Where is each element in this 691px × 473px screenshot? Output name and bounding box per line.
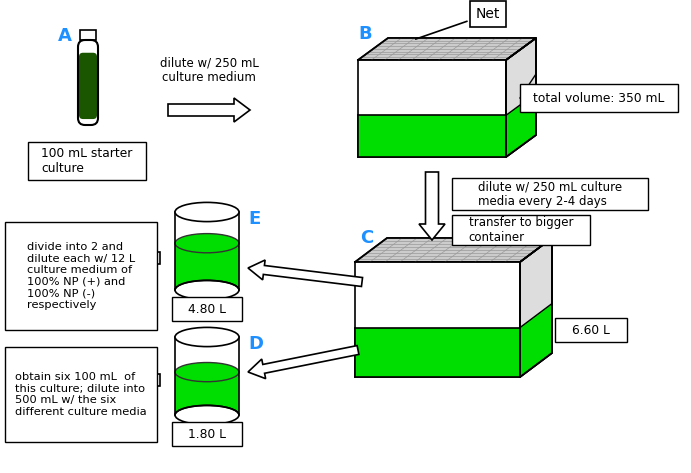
Bar	[175, 243, 239, 290]
Text: E: E	[248, 210, 261, 228]
Text: dilute w/ 250 mL culture
media every 2-4 days: dilute w/ 250 mL culture media every 2-4…	[478, 180, 622, 208]
Ellipse shape	[175, 327, 239, 347]
Polygon shape	[506, 38, 536, 157]
Bar	[358, 115, 506, 157]
Bar	[172, 422, 242, 446]
Text: 100 mL starter
culture: 100 mL starter culture	[41, 147, 133, 175]
Polygon shape	[520, 238, 552, 377]
Bar	[172, 297, 242, 321]
Text: divide into 2 and
dilute each w/ 12 L
culture medium of
100% NP (+) and
100% NP : divide into 2 and dilute each w/ 12 L cu…	[27, 242, 135, 310]
Bar	[5, 222, 157, 330]
Polygon shape	[419, 172, 445, 240]
Polygon shape	[248, 260, 363, 287]
Text: D: D	[248, 335, 263, 353]
Bar	[355, 262, 520, 377]
FancyBboxPatch shape	[79, 53, 97, 119]
Text: 4.80 L: 4.80 L	[188, 303, 226, 315]
Text: B: B	[358, 25, 372, 43]
Text: obtain six 100 mL  of
this culture; dilute into
500 mL w/ the six
different cult: obtain six 100 mL of this culture; dilut…	[15, 372, 146, 417]
Bar	[28, 142, 146, 180]
Polygon shape	[100, 246, 160, 270]
Bar	[355, 327, 520, 377]
Polygon shape	[168, 98, 250, 122]
Bar	[80, 30, 96, 40]
Bar	[452, 178, 648, 210]
Bar	[175, 372, 239, 415]
Polygon shape	[520, 304, 552, 377]
Ellipse shape	[175, 234, 239, 253]
Bar	[175, 212, 239, 290]
Bar	[5, 347, 157, 442]
Text: C: C	[360, 229, 373, 247]
Text: 6.60 L: 6.60 L	[572, 324, 610, 336]
Text: dilute w/ 250 mL
culture medium: dilute w/ 250 mL culture medium	[160, 56, 258, 84]
Ellipse shape	[175, 405, 239, 425]
Text: total volume: 350 mL: total volume: 350 mL	[533, 91, 665, 105]
Bar	[358, 60, 506, 157]
Polygon shape	[358, 38, 536, 60]
Text: Net: Net	[415, 7, 500, 39]
Ellipse shape	[175, 362, 239, 382]
Polygon shape	[506, 93, 536, 157]
Polygon shape	[248, 346, 359, 379]
Text: A: A	[58, 27, 72, 45]
Text: transfer to bigger
container: transfer to bigger container	[468, 216, 574, 244]
Ellipse shape	[175, 280, 239, 299]
Text: 1.80 L: 1.80 L	[188, 428, 226, 440]
Ellipse shape	[175, 202, 239, 221]
Bar	[520, 84, 678, 112]
Polygon shape	[100, 368, 160, 392]
Polygon shape	[355, 238, 552, 262]
Bar	[175, 337, 239, 415]
Bar	[452, 215, 590, 245]
Bar	[555, 318, 627, 342]
